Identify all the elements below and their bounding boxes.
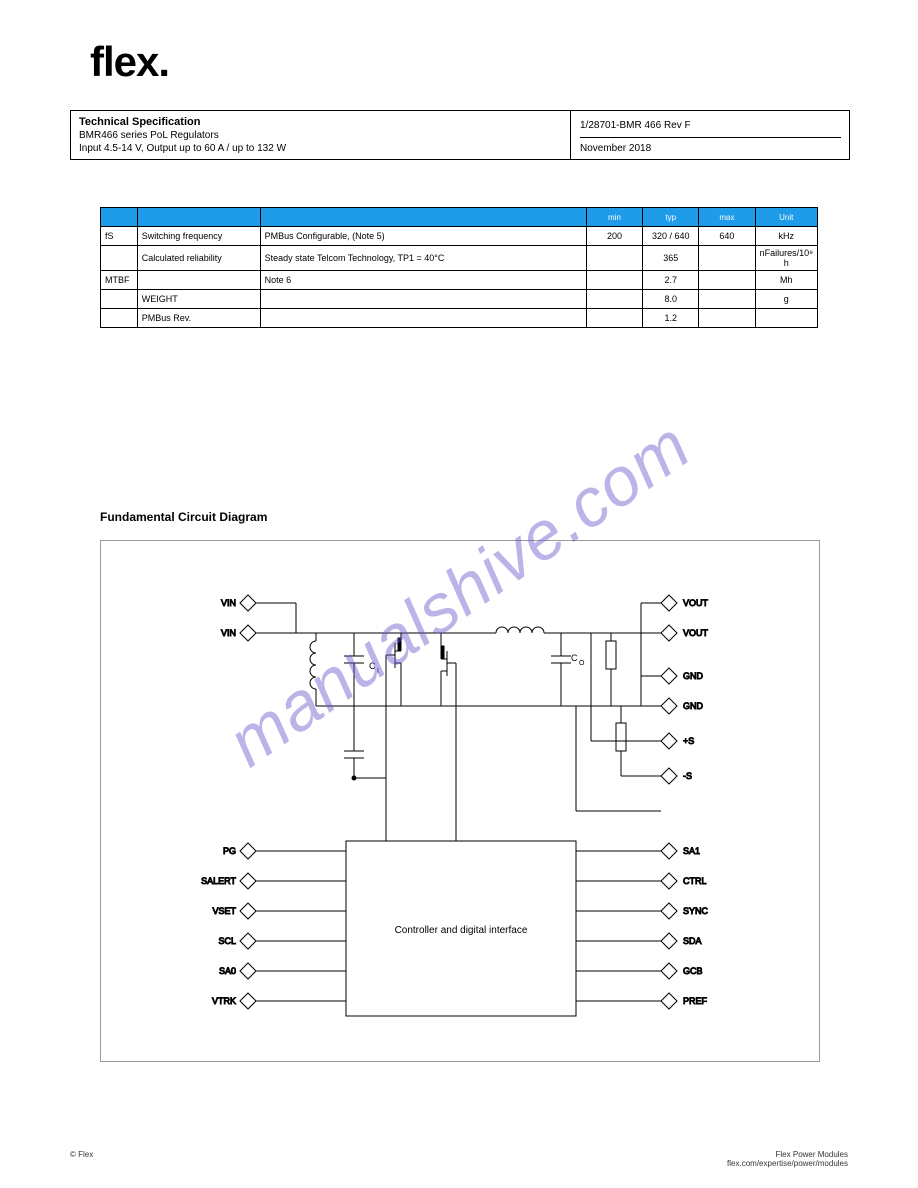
pin-label: VOUT <box>683 598 709 608</box>
table-header: min typ max Unit <box>101 208 818 227</box>
pin-label: VIN <box>221 598 236 608</box>
cell: 365 <box>643 246 699 271</box>
controller-label: Controller and digital interface <box>395 925 528 936</box>
pin-label: VIN <box>221 628 236 638</box>
cell: WEIGHT <box>137 290 260 309</box>
cell <box>586 290 642 309</box>
header-line3: Input 4.5-14 V, Output up to 60 A / up t… <box>79 142 562 155</box>
cell: kHz <box>755 227 817 246</box>
cell: fS <box>101 227 138 246</box>
table-row: fS Switching frequency PMBus Configurabl… <box>101 227 818 246</box>
circuit-svg: VIN VIN PG SALERT VSET SCL SA0 VTRK VOUT VOUT GND… <box>101 541 819 1061</box>
col-1 <box>137 208 260 227</box>
cell: nFailures/10⁹ h <box>755 246 817 271</box>
circuit-diagram: VIN VIN PG SALERT VSET SCL SA0 VTRK VOUT VOUT GND… <box>100 540 820 1062</box>
cell <box>699 290 755 309</box>
cell: 1.2 <box>643 309 699 328</box>
col-6: Unit <box>755 208 817 227</box>
table-row: MTBF Note 6 2.7 Mh <box>101 271 818 290</box>
cell <box>137 271 260 290</box>
pin-label: CTRL <box>683 876 707 886</box>
co-label: C <box>571 653 578 663</box>
cell <box>260 290 586 309</box>
pin-label: -S <box>683 771 692 781</box>
cell: MTBF <box>101 271 138 290</box>
pin-label: SCL <box>218 936 236 946</box>
cell: PMBus Rev. <box>137 309 260 328</box>
cell <box>699 309 755 328</box>
col-5: max <box>699 208 755 227</box>
section-title: Fundamental Circuit Diagram <box>100 510 267 524</box>
spec-table: min typ max Unit fS Switching frequency … <box>100 207 818 328</box>
pin-label: SA0 <box>219 966 236 976</box>
footer-right: Flex Power Modules flex.com/expertise/po… <box>727 1150 848 1168</box>
col-0 <box>101 208 138 227</box>
footer-right2: flex.com/expertise/power/modules <box>727 1159 848 1168</box>
datasheet-page: flex. Technical Specification BMR466 ser… <box>0 0 918 1188</box>
pin-label: GND <box>683 701 704 711</box>
pin-label: SALERT <box>201 876 236 886</box>
pin-label: SDA <box>683 936 702 946</box>
ci-label: C <box>369 661 376 671</box>
cell: 320 / 640 <box>643 227 699 246</box>
footer: © Flex Flex Power Modules flex.com/exper… <box>70 1150 848 1168</box>
cell <box>699 246 755 271</box>
table-body: fS Switching frequency PMBus Configurabl… <box>101 227 818 328</box>
footer-left: © Flex <box>70 1150 93 1159</box>
cell <box>586 246 642 271</box>
cell: PMBus Configurable, (Note 5) <box>260 227 586 246</box>
col-4: typ <box>643 208 699 227</box>
cell: 640 <box>699 227 755 246</box>
cell <box>586 271 642 290</box>
cell: 8.0 <box>643 290 699 309</box>
col-3: min <box>586 208 642 227</box>
cell: Note 6 <box>260 271 586 290</box>
pin-label: PREF <box>683 996 708 1006</box>
cell <box>586 309 642 328</box>
header-docno: 1/28701-BMR 466 Rev F <box>580 115 841 138</box>
cell <box>755 309 817 328</box>
col-2 <box>260 208 586 227</box>
header-title: Technical Specification <box>79 115 562 129</box>
cell <box>699 271 755 290</box>
pin-label: VTRK <box>212 996 236 1006</box>
header-date: November 2018 <box>580 138 841 160</box>
pin-label: VSET <box>212 906 236 916</box>
cell: Switching frequency <box>137 227 260 246</box>
header-right: 1/28701-BMR 466 Rev F November 2018 <box>572 111 849 159</box>
co-sub: O <box>579 660 585 667</box>
brand-logo: flex. <box>90 38 169 86</box>
cell: Steady state Telcom Technology, TP1 = 40… <box>260 246 586 271</box>
cell <box>260 309 586 328</box>
cell: 200 <box>586 227 642 246</box>
table-row: PMBus Rev. 1.2 <box>101 309 818 328</box>
table-row: WEIGHT 8.0 g <box>101 290 818 309</box>
pin-label: SYNC <box>683 906 709 916</box>
header-left: Technical Specification BMR466 series Po… <box>71 111 571 159</box>
pin-label: VOUT <box>683 628 709 638</box>
cell: Mh <box>755 271 817 290</box>
footer-right1: Flex Power Modules <box>727 1150 848 1159</box>
pin-label: +S <box>683 736 694 746</box>
pin-label: PG <box>223 846 236 856</box>
ci-sub: I <box>377 668 379 675</box>
cell: Calculated reliability <box>137 246 260 271</box>
table-row: Calculated reliability Steady state Telc… <box>101 246 818 271</box>
cell: g <box>755 290 817 309</box>
header-box: Technical Specification BMR466 series Po… <box>70 110 850 160</box>
pin-label: GCB <box>683 966 703 976</box>
cell <box>101 309 138 328</box>
cell <box>101 246 138 271</box>
cell <box>101 290 138 309</box>
header-line2: BMR466 series PoL Regulators <box>79 129 562 142</box>
pin-label: GND <box>683 671 704 681</box>
pin-label: SA1 <box>683 846 700 856</box>
cell: 2.7 <box>643 271 699 290</box>
